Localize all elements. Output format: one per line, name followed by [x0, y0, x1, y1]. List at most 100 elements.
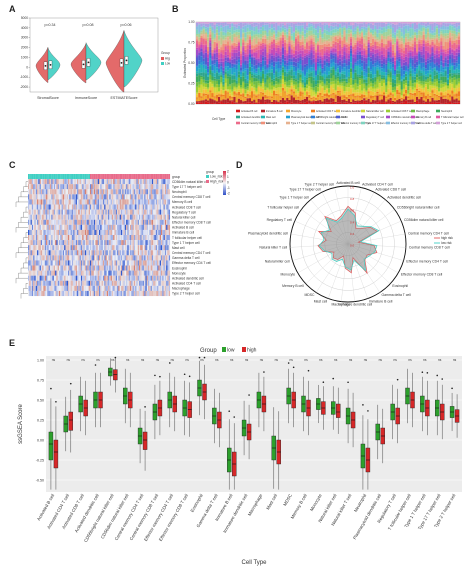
legend-swatch-b	[436, 122, 440, 125]
stacked-bar-segment	[299, 78, 301, 82]
heatmap-cell	[45, 240, 46, 245]
heatmap-group-cell	[124, 174, 125, 179]
heatmap-cell	[93, 225, 94, 230]
heatmap-cell	[143, 230, 144, 235]
heatmap-cell	[167, 199, 168, 204]
heatmap-cell	[81, 189, 82, 194]
stacked-bar-segment	[350, 29, 352, 30]
heatmap-cell	[118, 210, 119, 215]
stacked-bar-segment	[335, 69, 337, 71]
heatmap-cell	[118, 179, 119, 184]
stacked-bar-segment	[198, 37, 200, 40]
stacked-bar-segment	[354, 69, 356, 73]
heatmap-cell	[98, 225, 99, 230]
stacked-bar-segment	[442, 75, 444, 76]
stacked-bar-segment	[409, 95, 411, 100]
stacked-bar-segment	[337, 68, 339, 72]
stacked-bar-segment	[436, 38, 438, 40]
stacked-bar-segment	[368, 99, 370, 104]
stacked-bar-segment	[412, 87, 414, 90]
stacked-bar-segment	[247, 102, 249, 104]
heatmap-cell	[149, 215, 150, 220]
stacked-bar-segment	[420, 63, 422, 69]
stacked-bar-segment	[346, 97, 348, 99]
stacked-bar-segment	[253, 52, 255, 53]
stacked-bar-segment	[271, 102, 273, 103]
stacked-bar-segment	[317, 62, 319, 63]
heatmap-cell	[60, 199, 61, 204]
stacked-bar-segment	[229, 69, 231, 74]
stacked-bar-segment	[387, 29, 389, 36]
stacked-bar-segment	[227, 57, 229, 58]
stacked-bar-segment	[203, 93, 205, 96]
stacked-bar-segment	[396, 103, 398, 104]
stacked-bar-segment	[198, 53, 200, 55]
stacked-bar-segment	[420, 97, 422, 104]
stacked-bar-segment	[295, 96, 297, 100]
stacked-bar-segment	[227, 62, 229, 63]
stacked-bar-segment	[372, 25, 374, 29]
stacked-bar-segment	[396, 37, 398, 38]
heatmap-cell	[41, 235, 42, 240]
heatmap-cell	[153, 240, 154, 245]
stacked-bar-segment	[339, 82, 341, 84]
stacked-bar-segment	[238, 71, 240, 74]
stacked-bar-segment	[324, 22, 326, 23]
stacked-bar-segment	[425, 71, 427, 75]
heatmap-cell	[69, 215, 70, 220]
legend-swatch-a	[161, 57, 164, 60]
stacked-bar-segment	[244, 96, 246, 97]
stacked-bar-segment	[247, 91, 249, 93]
heatmap-cell	[76, 225, 77, 230]
heatmap-cell	[138, 189, 139, 194]
stacked-bar-segment	[225, 22, 227, 25]
heatmap-group-cell	[130, 174, 131, 179]
chart-a-violin: -2000-1000010002000300040005000StromalSc…	[10, 12, 170, 112]
stacked-bar-segment	[286, 23, 288, 28]
stacked-bar-segment	[414, 38, 416, 41]
heatmap-cell	[162, 210, 163, 215]
heatmap-cell	[90, 225, 91, 230]
stacked-bar-segment	[304, 39, 306, 44]
heatmap-cell	[100, 210, 101, 215]
stacked-bar-segment	[343, 63, 345, 67]
heatmap-cell	[91, 199, 92, 204]
stacked-bar-segment	[233, 79, 235, 82]
stacked-bar-segment	[277, 95, 279, 101]
stacked-bar-segment	[403, 26, 405, 34]
stacked-bar-segment	[330, 47, 332, 48]
stacked-bar-segment	[401, 28, 403, 32]
stacked-bar-segment	[214, 53, 216, 54]
stacked-bar-segment	[414, 48, 416, 56]
stacked-bar-segment	[445, 63, 447, 67]
heatmap-cell	[90, 184, 91, 189]
stacked-bar-segment	[418, 23, 420, 24]
stacked-bar-segment	[330, 103, 332, 104]
heatmap-cell	[160, 230, 161, 235]
stacked-bar-segment	[357, 41, 359, 42]
stacked-bar-segment	[231, 80, 233, 84]
stacked-bar-segment	[385, 26, 387, 29]
stacked-bar-segment	[365, 27, 367, 30]
stacked-bar-segment	[262, 22, 264, 25]
stacked-bar-segment	[293, 75, 295, 78]
stacked-bar-segment	[434, 53, 436, 55]
stacked-bar-segment	[447, 88, 449, 90]
stacked-bar-segment	[218, 62, 220, 64]
stacked-bar-segment	[262, 83, 264, 89]
heatmap-cell	[42, 210, 43, 215]
stacked-bar-segment	[218, 94, 220, 95]
heatmap-group-cell	[133, 174, 134, 179]
stacked-bar-segment	[440, 77, 442, 81]
stacked-bar-segment	[238, 60, 240, 63]
heatmap-cell	[58, 189, 59, 194]
stacked-bar-segment	[447, 85, 449, 86]
heatmap-cell	[100, 179, 101, 184]
stacked-bar-segment	[284, 100, 286, 102]
heatmap-cell	[148, 179, 149, 184]
stacked-bar-segment	[392, 79, 394, 83]
stacked-bar-segment	[354, 90, 356, 92]
stacked-bar-segment	[361, 79, 363, 84]
stacked-bar-segment	[361, 32, 363, 33]
heatmap-group-cell	[29, 174, 30, 179]
